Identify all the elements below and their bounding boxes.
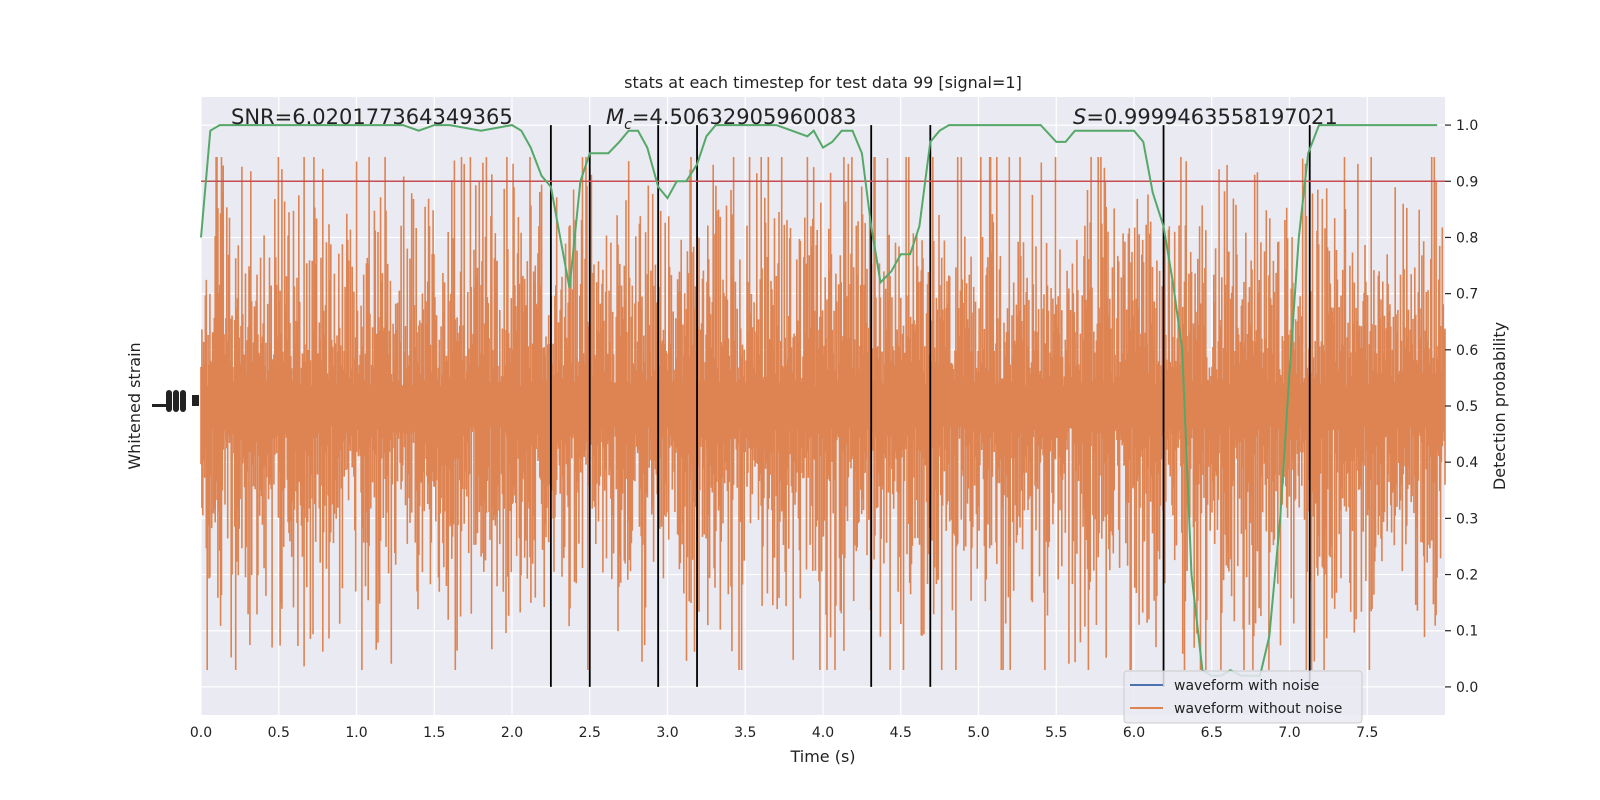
x-tick-label-3: 1.5: [423, 725, 445, 741]
y-axis-label-right: Detection probability: [1490, 322, 1509, 490]
x-axis-label: Time (s): [789, 747, 855, 766]
s-symbol: S: [1073, 105, 1086, 129]
x-tick-label-7: 3.5: [734, 725, 756, 741]
y-tick-label-1: 0.1: [1456, 624, 1478, 640]
x-tick-label-6: 3.0: [656, 725, 678, 741]
legend-box: [1123, 670, 1363, 724]
mc-subscript: c: [624, 117, 632, 133]
legend-label-with-noise: waveform with noise: [1174, 678, 1319, 694]
strain-series-without-noise: [200, 157, 1446, 670]
strain-trace: [200, 157, 1446, 670]
x-tick-label-12: 6.0: [1123, 725, 1145, 741]
y-tick-label-10: 1.0: [1456, 118, 1478, 134]
chirp-mass-annotation: Mc=4.50632905960083: [606, 105, 857, 133]
y-tick-label-3: 0.3: [1456, 511, 1478, 527]
chart-title: stats at each timestep for test data 99 …: [624, 73, 1022, 92]
x-tick-label-10: 5.0: [967, 725, 989, 741]
x-tick-label-9: 4.5: [890, 725, 912, 741]
score-annotation: S=0.9999463558197021: [1073, 105, 1338, 129]
y-right-tick-labels: 0.0 0.1 0.2 0.3 0.4 0.5 0.6 0.7 0.8 0.9 1.0: [1445, 118, 1478, 696]
s-value: =0.9999463558197021: [1086, 105, 1337, 129]
mc-value: =4.50632905960083: [632, 105, 857, 129]
snr-annotation: SNR=6.020177364349365: [231, 105, 513, 129]
x-tick-label-2: 1.0: [345, 725, 367, 741]
y-tick-label-8: 0.8: [1456, 230, 1478, 246]
y-tick-label-2: 0.2: [1456, 568, 1478, 584]
x-tick-label-14: 7.0: [1278, 725, 1300, 741]
x-tick-label-1: 0.5: [268, 725, 290, 741]
y-tick-label-4: 0.4: [1456, 455, 1478, 471]
x-tick-label-5: 2.5: [579, 725, 601, 741]
x-tick-label-15: 7.5: [1356, 725, 1378, 741]
legend: waveform with noise waveform without noi…: [1123, 670, 1363, 724]
x-tick-label-13: 6.5: [1201, 725, 1223, 741]
x-tick-label-4: 2.0: [501, 725, 523, 741]
x-tick-label-11: 5.5: [1045, 725, 1067, 741]
y-tick-label-6: 0.6: [1456, 343, 1478, 359]
y-axis-label-left: Whitened strain: [125, 342, 144, 469]
y-tick-label-5: 0.5: [1456, 399, 1478, 415]
y-tick-label-9: 0.9: [1456, 174, 1478, 190]
left-tick-cluster: [152, 390, 199, 412]
y-tick-label-7: 0.7: [1456, 287, 1478, 303]
mc-symbol: M: [606, 105, 624, 129]
x-tick-label-0: 0.0: [190, 725, 212, 741]
x-tick-labels: 0.0 0.5 1.0 1.5 2.0 2.5 3.0 3.5 4.0 4.5 5.0 5.5 6.0 6…: [190, 725, 1379, 741]
y-tick-label-0: 0.0: [1456, 680, 1478, 696]
x-tick-label-8: 4.0: [812, 725, 834, 741]
legend-label-without-noise: waveform without noise: [1174, 701, 1342, 717]
